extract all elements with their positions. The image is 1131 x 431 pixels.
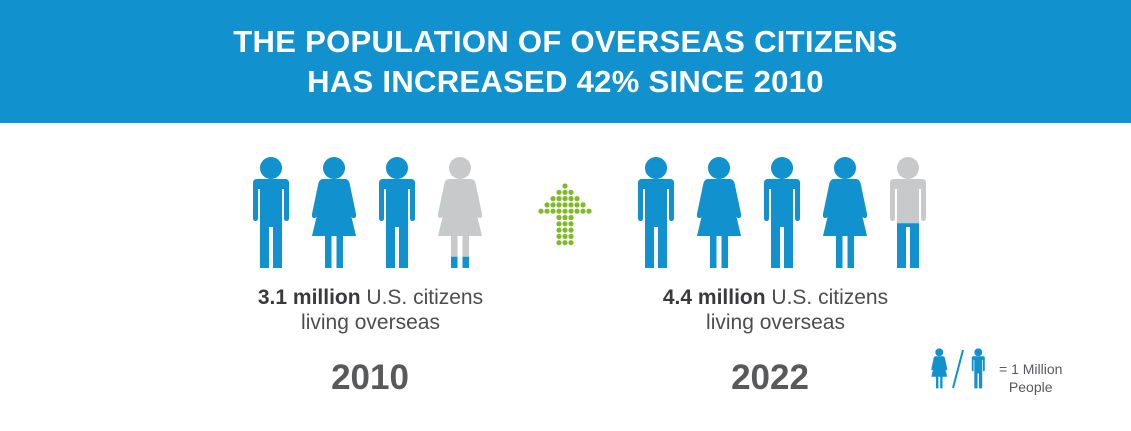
caption-2010-amount: 3.1 million (257, 286, 361, 309)
arrow-dot (562, 214, 568, 221)
male-icon (253, 157, 289, 268)
slash-divider (952, 349, 964, 389)
arrow-dot (568, 221, 574, 227)
arrow-dot (586, 208, 592, 214)
arrow-dot (556, 202, 562, 208)
year-2010: 2010 (331, 358, 409, 397)
arrow-dot (562, 196, 568, 202)
arrow-dot (556, 214, 562, 221)
arrow-dot (556, 189, 562, 195)
caption-2022-text: U.S. citizens (765, 286, 889, 309)
legend-line-1: = 1 Million (999, 361, 1063, 377)
arrow-dot (568, 189, 574, 195)
arrow-dot (556, 196, 562, 202)
arrow-dot (544, 208, 550, 214)
arrow-dot (568, 214, 574, 221)
arrow-dot (568, 208, 574, 214)
arrow-dot (562, 189, 568, 195)
female-icon (931, 348, 948, 389)
arrow-dot (538, 208, 544, 214)
banner-title-line-1: THE POPULATION OF OVERSEAS CITIZENS (233, 23, 898, 59)
arrow-dot (550, 202, 556, 208)
arrow-dot (574, 196, 580, 202)
arrow-dot (574, 208, 580, 214)
male-icon (638, 157, 674, 268)
arrow-dot (562, 183, 568, 189)
arrow-dot (568, 227, 574, 233)
year-2022: 2022 (731, 358, 809, 397)
arrow-dot (556, 240, 562, 246)
male-icon (971, 348, 985, 389)
arrow-dot (556, 208, 562, 214)
male-icon (764, 157, 800, 268)
arrow-dot (562, 227, 568, 233)
male-icon (379, 157, 415, 268)
arrow-dot (556, 227, 562, 233)
caption-2010-line2: living overseas (301, 311, 440, 334)
arrow-dot (568, 196, 574, 202)
arrow-dot (556, 221, 562, 227)
arrow-dot (562, 233, 568, 239)
banner-title-line-2: HAS INCREASED 42% SINCE 2010 (307, 63, 824, 99)
arrow-dot (568, 240, 574, 246)
female-icon (696, 157, 742, 268)
arrow-dot (568, 233, 574, 239)
up-arrow-dotted-icon (538, 183, 592, 246)
caption-2010: 3.1 million U.S. citizens living oversea… (238, 285, 503, 335)
arrow-dot (550, 208, 556, 214)
arrow-dot (550, 196, 556, 202)
legend-line-2: People (1008, 379, 1053, 395)
arrow-dot (568, 202, 574, 208)
arrow-dot (580, 202, 586, 208)
arrow-dot (574, 202, 580, 208)
arrow-dot (544, 202, 550, 208)
arrow-dot (562, 221, 568, 227)
arrow-dot (562, 240, 568, 246)
female-icon (437, 157, 483, 268)
arrow-dot (562, 202, 568, 208)
arrow-dot (562, 208, 568, 214)
female-icon (822, 157, 868, 268)
legend-people-icons (931, 348, 985, 389)
female-icon (311, 157, 357, 268)
legend (929, 346, 991, 395)
caption-2022: 4.4 million U.S. citizens living oversea… (643, 285, 908, 335)
caption-2010-text: U.S. citizens (360, 286, 484, 309)
caption-2022-amount: 4.4 million (662, 286, 766, 309)
title-banner: THE POPULATION OF OVERSEAS CITIZENS HAS … (0, 0, 1131, 123)
arrow-dot (580, 208, 586, 214)
male-icon (890, 157, 926, 268)
arrow-dot (556, 233, 562, 239)
legend-text: = 1 Million People (999, 360, 1062, 396)
caption-2022-line2: living overseas (706, 311, 845, 334)
